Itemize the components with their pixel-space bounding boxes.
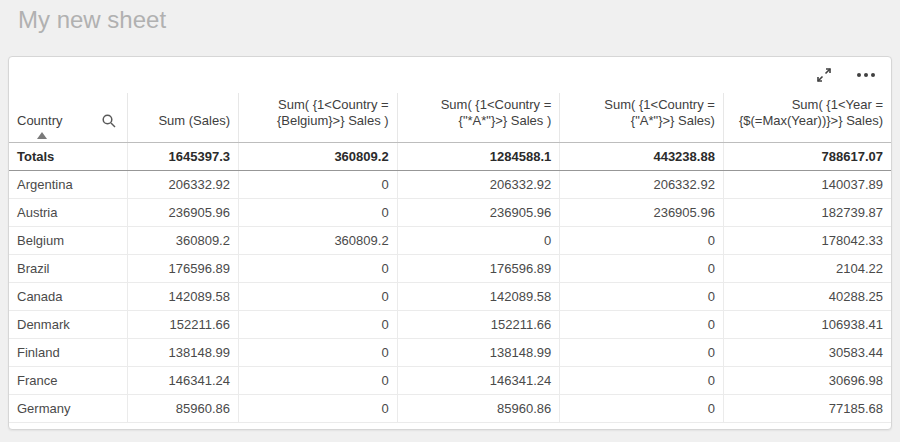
table-row: France 146341.24 0 146341.24 0 30696.98 (9, 367, 891, 395)
country-cell[interactable]: Belgium (9, 227, 128, 255)
table-row: Belgium 360809.2 360809.2 0 0 178042.33 (9, 227, 891, 255)
value-cell: 0 (238, 283, 397, 311)
value-cell: 152211.66 (128, 311, 239, 339)
country-cell[interactable]: Finland (9, 339, 128, 367)
straight-table: Country Sum (Sales) Sum( {1<Country = {B… (9, 93, 891, 423)
table-row: Denmark 152211.66 0 152211.66 0 106938.4… (9, 311, 891, 339)
column-header-contains-a-set[interactable]: Sum( {1<Country = {"*A*"}>} Sales ) (397, 93, 560, 143)
page-title: My new sheet (18, 6, 166, 34)
value-cell: 236905.96 (128, 199, 239, 227)
value-cell: 360809.2 (238, 227, 397, 255)
column-header-sum-sales[interactable]: Sum (Sales) (128, 93, 239, 143)
value-cell: 85960.86 (397, 395, 560, 423)
value-cell: 30696.98 (723, 367, 891, 395)
value-cell: 0 (560, 339, 724, 367)
value-cell: 178042.33 (723, 227, 891, 255)
value-cell: 176596.89 (397, 255, 560, 283)
value-cell: 0 (238, 395, 397, 423)
value-cell: 138148.99 (128, 339, 239, 367)
value-cell: 30583.44 (723, 339, 891, 367)
value-cell: 77185.68 (723, 395, 891, 423)
totals-value: 1645397.3 (128, 143, 239, 171)
sort-ascending-icon (37, 132, 47, 139)
value-cell: 206332.92 (128, 171, 239, 199)
table-row: Argentina 206332.92 0 206332.92 206332.9… (9, 171, 891, 199)
value-cell: 0 (560, 367, 724, 395)
value-cell: 0 (560, 311, 724, 339)
totals-row: Totals 1645397.3 360809.2 1284588.1 4432… (9, 143, 891, 171)
value-cell: 206332.92 (560, 171, 724, 199)
value-cell: 360809.2 (128, 227, 239, 255)
column-header-belgium-set[interactable]: Sum( {1<Country = {Belgium}>} Sales ) (238, 93, 397, 143)
table-row: Austria 236905.96 0 236905.96 236905.96 … (9, 199, 891, 227)
value-cell: 0 (238, 311, 397, 339)
totals-value: 443238.88 (560, 143, 724, 171)
country-cell[interactable]: Canada (9, 283, 128, 311)
value-cell: 2104.22 (723, 255, 891, 283)
value-cell: 152211.66 (397, 311, 560, 339)
value-cell: 182739.87 (723, 199, 891, 227)
more-options-icon[interactable] (855, 65, 877, 85)
search-icon[interactable] (101, 113, 117, 129)
country-cell[interactable]: France (9, 367, 128, 395)
table-body: Totals 1645397.3 360809.2 1284588.1 4432… (9, 143, 891, 423)
table-row: Finland 138148.99 0 138148.99 0 30583.44 (9, 339, 891, 367)
value-cell: 0 (238, 367, 397, 395)
totals-value: 1284588.1 (397, 143, 560, 171)
table-panel: Country Sum (Sales) Sum( {1<Country = {B… (8, 56, 892, 430)
table-row: Canada 142089.58 0 142089.58 0 40288.25 (9, 283, 891, 311)
value-cell: 0 (238, 255, 397, 283)
value-cell: 0 (397, 227, 560, 255)
value-cell: 40288.25 (723, 283, 891, 311)
value-cell: 85960.86 (128, 395, 239, 423)
country-cell[interactable]: Brazil (9, 255, 128, 283)
country-cell[interactable]: Argentina (9, 171, 128, 199)
column-header-label: Country (17, 113, 63, 129)
panel-toolbar (9, 57, 891, 93)
value-cell: 176596.89 (128, 255, 239, 283)
value-cell: 0 (560, 227, 724, 255)
value-cell: 0 (560, 395, 724, 423)
header-row: Country Sum (Sales) Sum( {1<Country = {B… (9, 93, 891, 143)
totals-value: 360809.2 (238, 143, 397, 171)
country-cell[interactable]: Denmark (9, 311, 128, 339)
value-cell: 0 (560, 283, 724, 311)
value-cell: 236905.96 (560, 199, 724, 227)
value-cell: 206332.92 (397, 171, 560, 199)
totals-label: Totals (9, 143, 128, 171)
column-header-starts-a-set[interactable]: Sum( {1<Country = {"A*"}>} Sales) (560, 93, 724, 143)
country-cell[interactable]: Austria (9, 199, 128, 227)
value-cell: 146341.24 (128, 367, 239, 395)
more-dots (857, 73, 875, 77)
value-cell: 0 (238, 199, 397, 227)
value-cell: 142089.58 (128, 283, 239, 311)
table-row: Germany 85960.86 0 85960.86 0 77185.68 (9, 395, 891, 423)
column-header-country[interactable]: Country (9, 93, 128, 143)
value-cell: 140037.89 (723, 171, 891, 199)
country-cell[interactable]: Germany (9, 395, 128, 423)
table-row: Brazil 176596.89 0 176596.89 0 2104.22 (9, 255, 891, 283)
value-cell: 146341.24 (397, 367, 560, 395)
value-cell: 138148.99 (397, 339, 560, 367)
value-cell: 0 (238, 171, 397, 199)
value-cell: 106938.41 (723, 311, 891, 339)
value-cell: 0 (238, 339, 397, 367)
value-cell: 0 (560, 255, 724, 283)
column-header-max-year-set[interactable]: Sum( {1<Year = {$(=Max(Year))}>} Sales) (723, 93, 891, 143)
value-cell: 142089.58 (397, 283, 560, 311)
totals-value: 788617.07 (723, 143, 891, 171)
value-cell: 236905.96 (397, 199, 560, 227)
expand-icon[interactable] (813, 65, 835, 85)
